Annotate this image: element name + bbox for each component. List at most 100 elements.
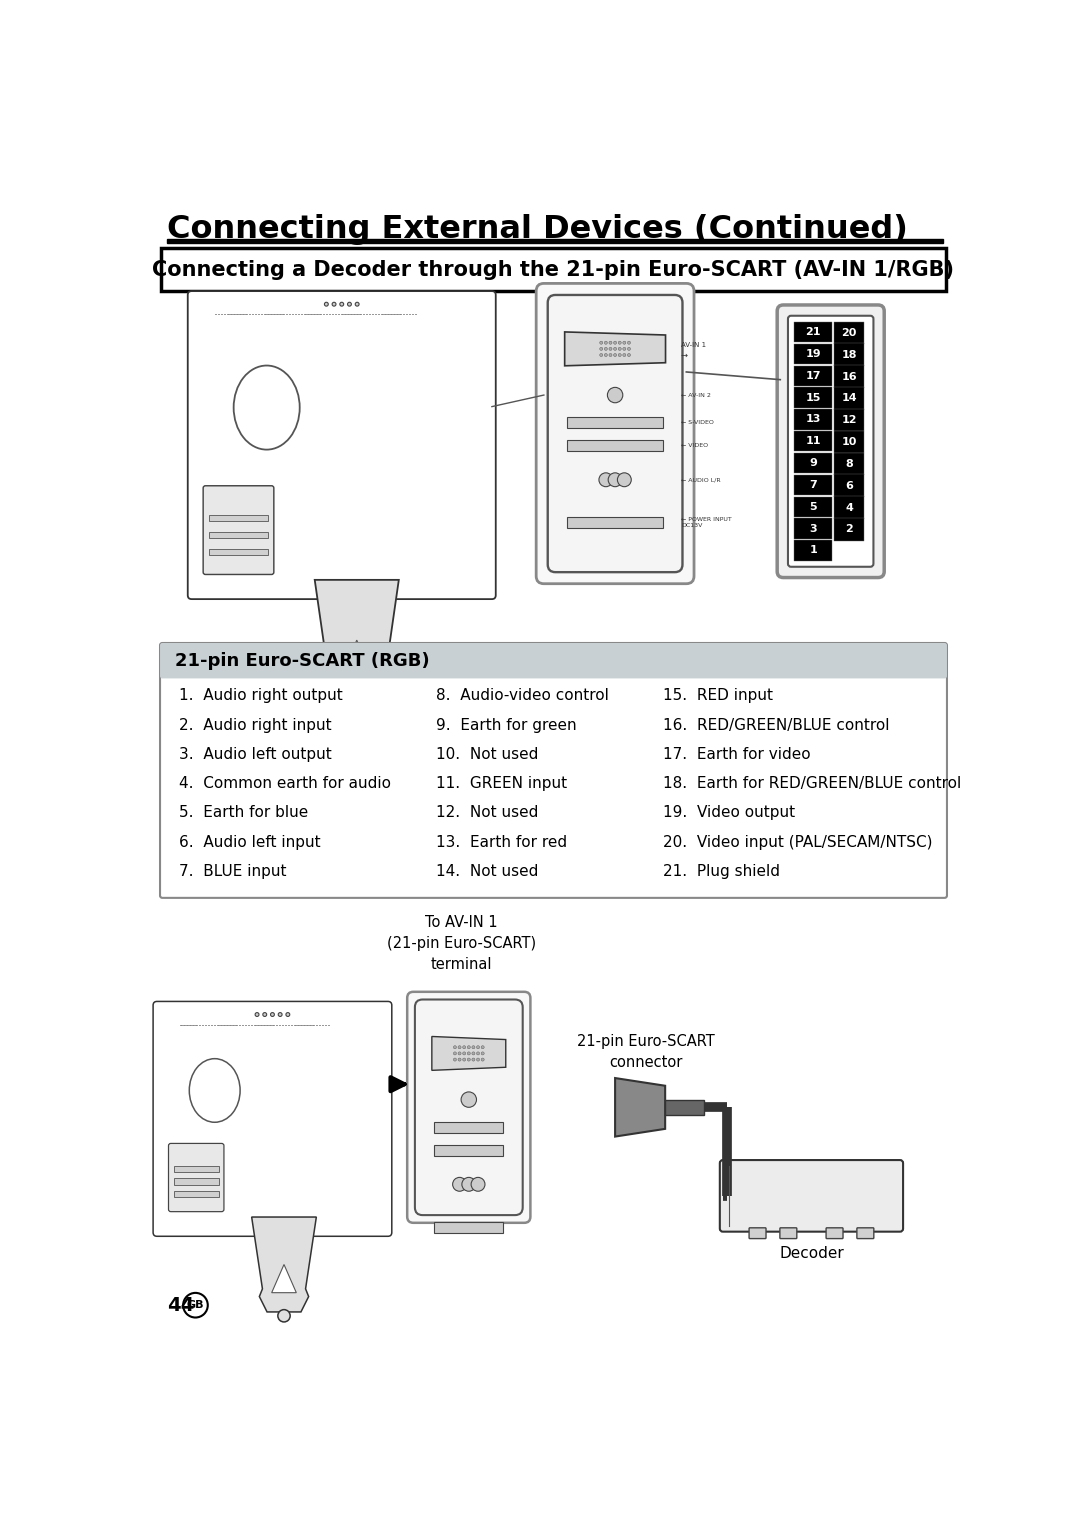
Bar	[834, 322, 864, 344]
Text: AV-IN 1: AV-IN 1	[680, 342, 706, 348]
Bar	[794, 453, 833, 474]
FancyBboxPatch shape	[719, 1160, 903, 1232]
Text: 8.  Audio-video control: 8. Audio-video control	[435, 689, 608, 704]
Circle shape	[454, 1046, 457, 1049]
Circle shape	[458, 1058, 461, 1062]
Circle shape	[627, 353, 631, 356]
Circle shape	[262, 1012, 267, 1017]
Text: 10.  Not used: 10. Not used	[435, 747, 538, 762]
FancyBboxPatch shape	[750, 1227, 766, 1238]
Circle shape	[278, 1310, 291, 1322]
Circle shape	[468, 1052, 471, 1055]
FancyBboxPatch shape	[161, 249, 946, 291]
Bar	[794, 388, 833, 408]
Circle shape	[609, 347, 612, 350]
Circle shape	[458, 1046, 461, 1049]
Circle shape	[623, 353, 626, 356]
Bar	[794, 476, 833, 495]
Bar	[665, 1100, 704, 1115]
Bar	[794, 410, 833, 430]
Bar	[834, 410, 864, 431]
Bar	[794, 497, 833, 517]
Circle shape	[623, 341, 626, 344]
Circle shape	[472, 1052, 475, 1055]
Text: 8: 8	[846, 459, 853, 469]
Polygon shape	[565, 331, 665, 365]
Circle shape	[599, 353, 603, 356]
Text: Connecting External Devices (Continued): Connecting External Devices (Continued)	[167, 215, 908, 245]
Circle shape	[471, 1178, 485, 1192]
Circle shape	[333, 302, 336, 307]
Circle shape	[462, 1058, 465, 1062]
Circle shape	[286, 1012, 289, 1017]
Bar	[794, 322, 833, 342]
FancyBboxPatch shape	[856, 1227, 874, 1238]
Text: 12: 12	[841, 416, 856, 425]
Bar	[434, 1144, 503, 1155]
FancyBboxPatch shape	[536, 284, 694, 584]
Circle shape	[623, 347, 626, 350]
Bar	[567, 517, 663, 528]
Text: ← VIDEO: ← VIDEO	[680, 443, 708, 448]
Bar	[434, 1223, 503, 1233]
Circle shape	[599, 347, 603, 350]
Circle shape	[454, 1058, 457, 1062]
Circle shape	[605, 341, 607, 344]
Circle shape	[618, 347, 621, 350]
Bar	[834, 518, 864, 540]
Bar	[794, 431, 833, 451]
Text: 16: 16	[841, 371, 856, 382]
Text: 7.  BLUE input: 7. BLUE input	[179, 864, 287, 879]
Text: ← AUDIO L/R: ← AUDIO L/R	[680, 477, 720, 482]
Text: 17.  Earth for video: 17. Earth for video	[663, 747, 810, 762]
Bar	[794, 518, 833, 538]
Circle shape	[618, 472, 632, 486]
FancyBboxPatch shape	[778, 305, 885, 577]
Bar	[834, 497, 864, 518]
Bar	[208, 549, 269, 555]
Circle shape	[481, 1052, 484, 1055]
Circle shape	[618, 341, 621, 344]
FancyBboxPatch shape	[160, 643, 947, 678]
Circle shape	[481, 1058, 484, 1062]
Circle shape	[476, 1058, 480, 1062]
Bar	[567, 440, 663, 451]
Text: →: →	[680, 351, 688, 359]
FancyBboxPatch shape	[153, 1002, 392, 1236]
Bar	[794, 344, 833, 364]
Text: Connecting a Decoder through the 21-pin Euro-SCART (AV-IN 1/RGB): Connecting a Decoder through the 21-pin …	[152, 259, 955, 279]
Text: 20.  Video input (PAL/SECAM/NTSC): 20. Video input (PAL/SECAM/NTSC)	[663, 834, 932, 850]
Text: Decoder: Decoder	[779, 1246, 843, 1261]
Circle shape	[468, 1058, 471, 1062]
Text: 10: 10	[841, 437, 856, 446]
Text: 19: 19	[806, 348, 821, 359]
FancyBboxPatch shape	[203, 486, 274, 574]
Text: 1.  Audio right output: 1. Audio right output	[179, 689, 343, 704]
Polygon shape	[252, 1216, 316, 1312]
Text: 14: 14	[841, 393, 856, 403]
Circle shape	[627, 341, 631, 344]
Circle shape	[605, 347, 607, 350]
Text: 2.  Audio right input: 2. Audio right input	[179, 718, 332, 733]
Text: 13.  Earth for red: 13. Earth for red	[435, 834, 567, 850]
Bar	[208, 515, 269, 522]
FancyBboxPatch shape	[548, 295, 683, 572]
Text: 2: 2	[846, 525, 853, 534]
Text: 4.  Common earth for audio: 4. Common earth for audio	[179, 776, 391, 792]
FancyBboxPatch shape	[407, 992, 530, 1223]
Circle shape	[255, 1012, 259, 1017]
Circle shape	[453, 1178, 467, 1192]
Text: 5.  Earth for blue: 5. Earth for blue	[179, 805, 309, 821]
Text: 44: 44	[167, 1296, 194, 1315]
Polygon shape	[432, 1037, 505, 1071]
Circle shape	[461, 1092, 476, 1108]
Circle shape	[605, 353, 607, 356]
Circle shape	[462, 1046, 465, 1049]
Bar	[167, 239, 943, 242]
Circle shape	[279, 1012, 282, 1017]
Polygon shape	[616, 1078, 665, 1137]
Circle shape	[613, 353, 617, 356]
Text: 5: 5	[809, 502, 816, 512]
FancyBboxPatch shape	[160, 643, 947, 897]
Text: ← AV-IN 2: ← AV-IN 2	[680, 393, 711, 397]
